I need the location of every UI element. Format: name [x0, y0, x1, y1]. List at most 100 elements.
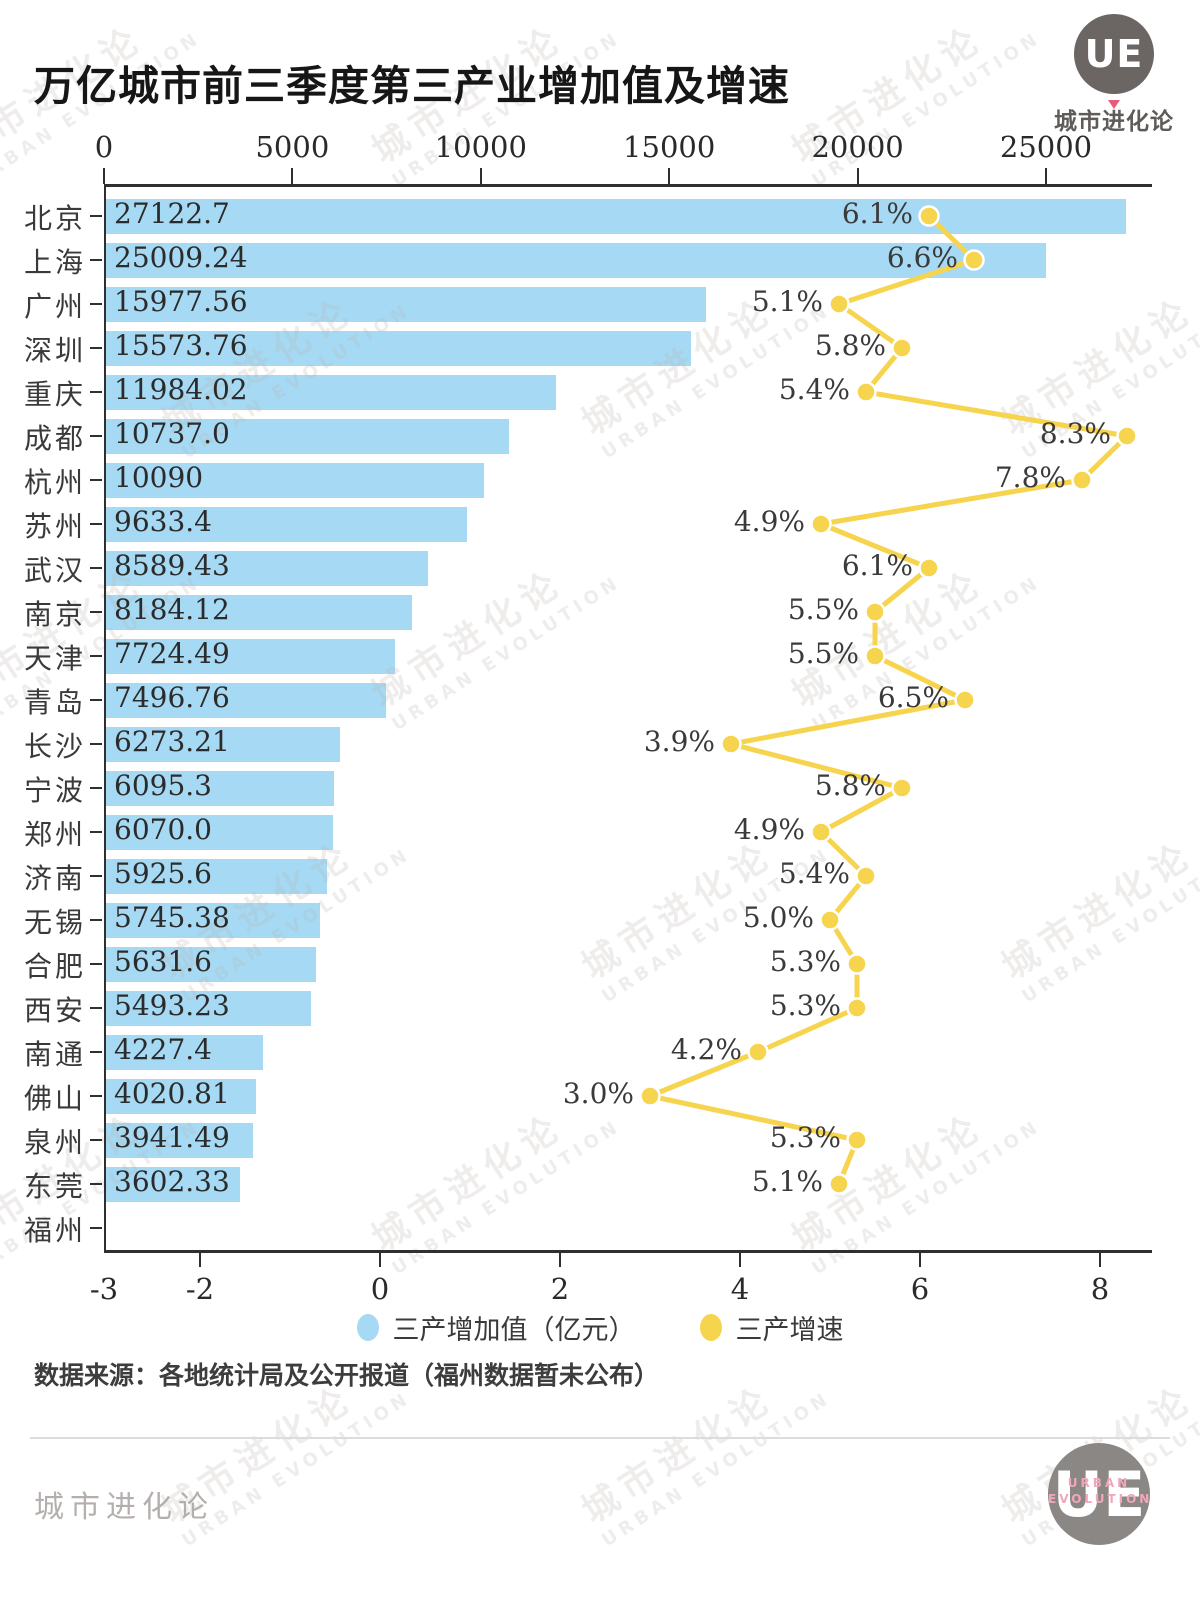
footer-brand: 城市进化论 — [34, 1490, 214, 1525]
city-label: 郑州 — [23, 818, 86, 851]
growth-value-label: 5.3% — [769, 945, 841, 978]
category-tick — [90, 303, 102, 305]
category-tick — [90, 787, 102, 789]
bottom-axis-tick-label: 0 — [370, 1272, 390, 1306]
growth-point — [846, 953, 868, 975]
growth-value-label: 5.8% — [814, 329, 886, 362]
bar-value-label: 6070.0 — [114, 813, 212, 846]
city-label: 深圳 — [23, 334, 86, 367]
bottom-axis-tick — [199, 1253, 201, 1267]
top-axis-tick-label: 5000 — [255, 130, 330, 164]
top-axis-tick-label: 15000 — [623, 130, 716, 164]
bar-value-label: 3941.49 — [114, 1121, 230, 1154]
city-label: 杭州 — [23, 466, 86, 499]
top-axis-tick — [291, 168, 294, 184]
top-axis-tick-label: 0 — [94, 130, 114, 164]
bar-value-label: 3602.33 — [114, 1165, 230, 1198]
growth-point — [810, 821, 832, 843]
growth-point — [639, 1085, 661, 1107]
brand-logo-top: UE 城市进化论 — [1054, 14, 1174, 136]
bar-value-label: 8184.12 — [114, 593, 230, 626]
growth-point — [864, 645, 886, 667]
brand-caption: 城市进化论 — [1054, 108, 1174, 135]
category-tick — [90, 875, 102, 877]
growth-value-label: 6.5% — [877, 681, 949, 714]
city-label: 泉州 — [23, 1126, 86, 1159]
city-label: 合肥 — [23, 950, 86, 983]
bar — [104, 946, 317, 982]
bar — [104, 726, 341, 762]
category-tick — [90, 567, 102, 569]
bar — [104, 902, 321, 938]
bar-value-label: 25009.24 — [114, 241, 248, 274]
legend-label: 三产增速 — [735, 1315, 844, 1346]
bar-value-label: 6095.3 — [114, 769, 212, 802]
bar-value-label: 6273.21 — [114, 725, 230, 758]
city-label: 北京 — [23, 202, 86, 235]
bar — [104, 682, 387, 718]
bottom-axis-tick — [919, 1253, 921, 1267]
category-tick — [90, 435, 102, 437]
growth-point — [864, 601, 886, 623]
growth-point — [846, 997, 868, 1019]
bar-value-label: 4227.4 — [114, 1033, 212, 1066]
top-axis-tick — [668, 168, 671, 184]
top-axis-tick — [103, 168, 105, 184]
city-label: 重庆 — [23, 378, 86, 411]
growth-value-label: 4.9% — [733, 813, 805, 846]
city-label: 无锡 — [23, 906, 86, 939]
legend-label: 三产增加值（亿元） — [392, 1315, 636, 1346]
growth-value-label: 5.5% — [787, 593, 859, 626]
city-label: 东莞 — [23, 1170, 86, 1203]
city-label: 青岛 — [23, 686, 86, 719]
city-label: 苏州 — [23, 510, 86, 543]
city-label: 武汉 — [23, 554, 86, 587]
growth-point — [1116, 425, 1138, 447]
bottom-axis-tick-label: 8 — [1090, 1272, 1110, 1306]
bar — [104, 990, 311, 1026]
ue-logo-circle: UE — [1074, 14, 1154, 94]
bar — [104, 286, 707, 322]
bar — [104, 858, 328, 894]
bottom-axis-tick-label: 2 — [550, 1272, 570, 1306]
category-tick — [90, 391, 102, 393]
growth-value-label: 5.1% — [751, 285, 823, 318]
legend-item: 三产增加值（亿元） — [356, 1308, 636, 1347]
category-tick — [90, 919, 102, 921]
growth-point — [1071, 469, 1093, 491]
growth-point — [720, 733, 742, 755]
legend-item: 三产增速 — [699, 1308, 844, 1347]
caption-line2: EVOLUTION — [1048, 1492, 1153, 1506]
growth-point — [954, 689, 976, 711]
ue-logo-circle-bottom: UE URBAN EVOLUTION — [1048, 1443, 1150, 1545]
growth-point — [828, 293, 850, 315]
bar-value-label: 27122.7 — [114, 197, 230, 230]
city-label: 成都 — [23, 422, 86, 455]
category-tick — [90, 479, 102, 481]
bar-value-label: 7496.76 — [114, 681, 230, 714]
growth-value-label: 5.3% — [769, 1121, 841, 1154]
category-tick — [90, 831, 102, 833]
watermark-line2: URBAN EVOLUTION — [808, 1115, 1045, 1280]
bar-value-label: 15977.56 — [114, 285, 248, 318]
watermark-line1: 城市进化论 — [994, 832, 1200, 988]
growth-point — [846, 1129, 868, 1151]
city-label: 佛山 — [23, 1082, 86, 1115]
bar — [104, 638, 396, 674]
urban-evolution-caption: URBAN EVOLUTION — [1048, 1475, 1150, 1507]
growth-point — [819, 909, 841, 931]
caption-line1: URBAN — [1067, 1476, 1131, 1490]
source-note: 数据来源：各地统计局及公开报道（福州数据暂未公布） — [34, 1361, 660, 1390]
growth-value-label: 6.1% — [841, 549, 913, 582]
legend-swatch — [356, 1314, 379, 1341]
bar-value-label: 5745.38 — [114, 901, 230, 934]
bar-value-label: 11984.02 — [114, 373, 248, 406]
footer-divider — [30, 1437, 1170, 1439]
growth-point — [855, 381, 877, 403]
x-axis-bottom-line — [104, 1250, 1152, 1253]
growth-point — [918, 557, 940, 579]
x-axis-top-line — [104, 184, 1152, 187]
growth-value-label: 5.1% — [751, 1165, 823, 1198]
